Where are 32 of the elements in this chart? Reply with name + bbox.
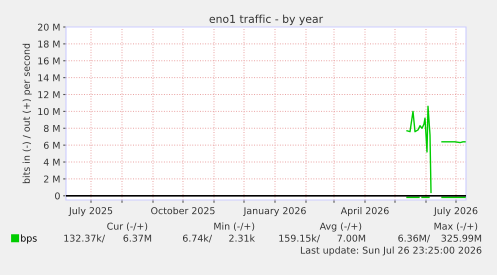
text: Avg (-/+) xyxy=(320,222,362,232)
legend-label: bps xyxy=(21,234,37,244)
text: 7.00M xyxy=(338,234,366,242)
y-tick-label: 10 M xyxy=(38,108,60,116)
text: 159.15k/ xyxy=(279,234,320,242)
text: Min (-/+) xyxy=(214,222,254,231)
x-tick-label: July 2025 xyxy=(68,206,112,216)
x-tick-label: April 2026 xyxy=(340,206,389,216)
y-tick-label: 18 M xyxy=(38,40,60,48)
y-tick-label: 6 M xyxy=(44,142,60,149)
text: 6.74k/ xyxy=(182,234,212,242)
y-tick-label: 2 M xyxy=(44,175,60,182)
y-tick-label: 8 M xyxy=(44,124,60,132)
text: 132.37k/ xyxy=(64,234,105,242)
x-tick-label: October 2025 xyxy=(151,206,215,214)
text: 6.36M/ xyxy=(398,234,430,242)
text: Last update: Sun Jul 26 23:25:00 2026 xyxy=(300,246,482,256)
y-tick-label: 16 M xyxy=(38,57,60,64)
text: 6.37M xyxy=(123,234,152,242)
text: 325.99M xyxy=(442,234,482,242)
chart-title: eno1 traffic - by year xyxy=(210,14,324,26)
y-tick-label: 14 M xyxy=(38,74,60,82)
x-tick-label: January 2026 xyxy=(243,207,306,216)
y-tick-label: 12 M xyxy=(38,91,60,98)
text: Max (-/+) xyxy=(434,222,478,231)
y-tick-label: 0 xyxy=(55,192,60,200)
x-tick-label: July 2026 xyxy=(434,206,478,216)
y-tick-label: 20 M xyxy=(38,24,60,31)
text: 2.31k xyxy=(229,234,255,242)
text: Cur (-/+) xyxy=(107,222,148,231)
y-tick-label: 4 M xyxy=(44,158,60,166)
y-axis-title: bits in (-) / out (+) per second xyxy=(22,44,32,184)
